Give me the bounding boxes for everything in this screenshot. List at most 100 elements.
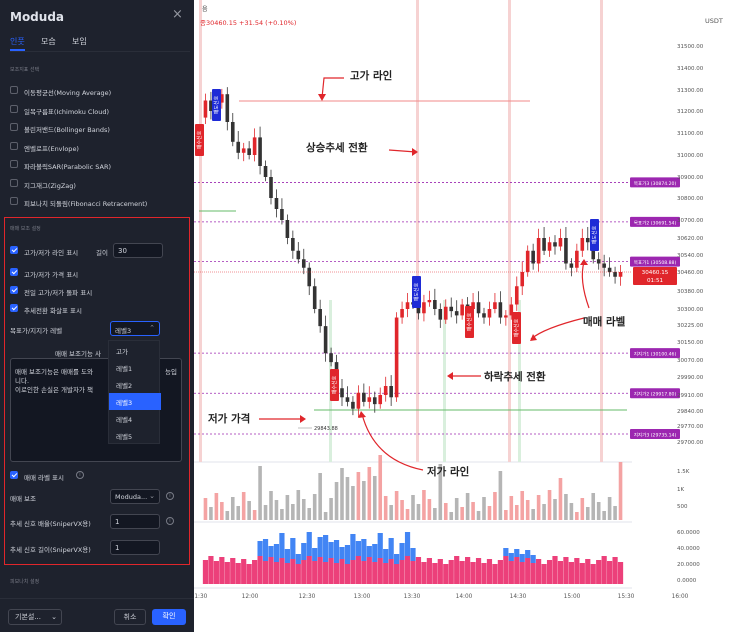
arrow-head [447,372,453,380]
trade-label: 매도신호 [213,95,220,114]
osc-bar-b [410,548,416,561]
volume-bar [520,491,525,520]
volume-bar [607,497,612,520]
osc-bar-b [377,533,383,558]
close-icon[interactable]: × [172,7,183,22]
defaults-dropdown[interactable]: 기본설... ⌄ [8,609,62,625]
volume-bar [449,512,454,520]
candle-body [471,302,475,309]
hl-price-checkbox[interactable] [10,268,18,276]
info-icon[interactable]: i [166,492,174,500]
trend-arrow-checkbox[interactable] [10,304,18,312]
trade-label-checkbox[interactable] [10,471,18,479]
osc-bar-b [262,539,269,561]
level-label: 목표가1 (30508.88) [634,259,677,266]
candle-body [274,198,279,209]
volume-bar [372,476,377,520]
tab-inputs[interactable]: 인풋 [10,37,25,51]
trend-mult-input[interactable]: 1 [110,514,160,529]
trade-label: 매도신호 [591,225,598,244]
osc-bar-a [257,556,263,584]
indicator-checkbox[interactable] [10,86,18,94]
depth-input[interactable]: 30 [113,243,163,258]
volume-bar [493,492,497,520]
level-option[interactable]: 레벨3 [109,393,161,410]
tab-visibility[interactable]: 보임 [72,37,87,46]
volume-bar [367,467,372,520]
osc-bar-a [437,559,443,584]
osc-bar-a [546,560,553,584]
volume-bar [553,499,557,520]
indicator-checkbox[interactable] [10,123,18,131]
candle-body [263,166,268,177]
price-chart[interactable]: 목표가3 (30874.20) 목표가2 (30691.54) 목표가1 (3050… [194,0,740,632]
price-tick-label: 31000.00 [677,153,704,159]
prev-hl-checkbox[interactable] [10,286,18,294]
volume-bar [591,493,596,520]
candle-body [613,272,617,277]
ok-button[interactable]: 확인 [152,609,186,625]
volume-bar [394,491,399,520]
indicator-checkbox[interactable] [10,178,18,187]
trade-label: 매수신호 [331,375,338,394]
info-icon[interactable]: i [76,471,84,479]
candle-body [285,220,290,238]
level-option[interactable]: 레벨1 [116,365,133,373]
annotation-low-line: 저가 라인 [427,466,470,478]
indicator-checkbox[interactable] [10,104,18,113]
signal-column [443,300,446,462]
hl-line-checkbox[interactable] [10,246,18,254]
indicator-label: 지그재그(ZigZag) [24,181,76,190]
indicator-checkbox[interactable] [10,141,18,150]
level-option[interactable]: 고가 [116,348,128,356]
osc-bar-a [208,556,214,584]
candle-body [460,304,464,316]
osc-bar-b [273,544,280,562]
osc-bar-a [421,562,427,584]
volume-bar [525,500,530,520]
time-tick-label: 15:30 [618,594,635,600]
candle-body [569,263,574,268]
osc-bar-b [290,538,296,559]
osc-bar-b [355,541,361,556]
trend-arrow-label: 추세전환 화살표 표시 [24,307,82,315]
trend-depth-input[interactable]: 1 [110,540,160,555]
cancel-button[interactable]: 취소 [114,609,146,625]
section-fib-title: 피보나치 설정 [10,579,40,585]
annotation-high-line: 고가 라인 [350,70,393,82]
candle-body [422,302,426,314]
volume-bar [454,498,459,520]
assist-select[interactable]: Moduda... ⌄ [110,489,160,504]
osc-bar-b [312,548,318,561]
indicator-checkbox[interactable] [10,160,18,168]
volume-bar [471,502,475,520]
osc-bar-b [503,548,509,556]
defaults-label: 기본설... [15,613,41,621]
annotation-trade-label: 매매 라벨 [583,316,626,328]
level-option[interactable]: 레벨2 [116,382,133,390]
osc-bar-a [268,557,274,584]
osc-bar-a [585,559,591,584]
chart-canvas[interactable]: 목표가3 (30874.20) 목표가2 (30691.54) 목표가1 (3050… [194,0,740,632]
depth-label: 길이 [96,249,108,257]
info-icon[interactable]: i [166,517,174,525]
osc-bar-a [372,562,378,584]
price-tick-label: 30620.00 [677,236,704,242]
level-option[interactable]: 레벨5 [116,433,133,441]
volume-bar [443,503,448,520]
candle-body [602,263,606,268]
volume-bar [356,472,361,520]
osc-bar-b [394,554,400,564]
osc-bar-a [246,564,252,584]
price-header: 종30460.15 +31.54 (+0.10%) [200,19,297,27]
candle-body [236,141,241,153]
level-option[interactable]: 레벨4 [116,416,133,424]
candle-body [454,311,459,316]
volume-bar [389,505,393,520]
time-tick-label: 14:00 [456,594,473,600]
level-select[interactable]: 레벨3 ⌃ [110,321,160,336]
osc-bar-b [268,546,274,557]
indicator-checkbox[interactable] [10,197,18,205]
tab-style[interactable]: 모습 [41,37,56,46]
